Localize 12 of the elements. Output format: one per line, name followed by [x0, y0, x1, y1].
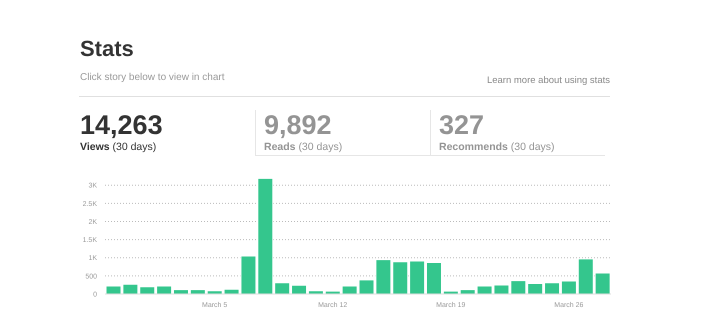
text: Reads	[264, 141, 296, 153]
text: Views	[80, 141, 110, 153]
text: 327	[439, 110, 486, 140]
text: Learn more about using stats	[486, 75, 610, 86]
chart-title: Stats	[80, 36, 134, 62]
text: 9,892	[264, 110, 333, 140]
chart-subtitle: Click story below to view in chart	[80, 72, 224, 83]
text: (30 days)	[298, 141, 342, 153]
text: (30 days)	[510, 141, 555, 153]
text: (30 days)	[112, 141, 156, 153]
text: 14,263	[80, 110, 164, 140]
text: Recommends	[439, 141, 508, 153]
